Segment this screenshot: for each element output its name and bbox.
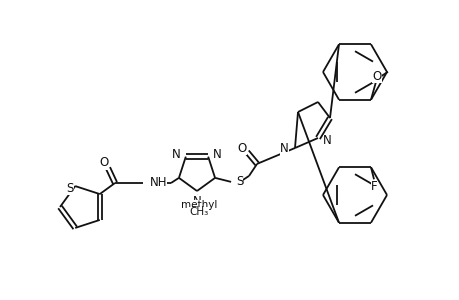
Text: N: N [280, 142, 288, 155]
Text: N: N [192, 195, 201, 208]
Text: F: F [370, 180, 376, 193]
Text: CH₃: CH₃ [189, 206, 208, 216]
Text: O: O [237, 142, 246, 155]
Text: CH₃: CH₃ [189, 207, 208, 217]
Text: NH: NH [150, 176, 167, 188]
Text: O: O [372, 70, 381, 83]
Text: O: O [99, 157, 108, 169]
Text: S: S [235, 176, 243, 188]
Text: N: N [213, 148, 221, 161]
Text: methyl: methyl [180, 200, 217, 210]
Text: N: N [172, 148, 180, 161]
Text: N: N [322, 134, 331, 148]
Text: S: S [67, 182, 74, 195]
